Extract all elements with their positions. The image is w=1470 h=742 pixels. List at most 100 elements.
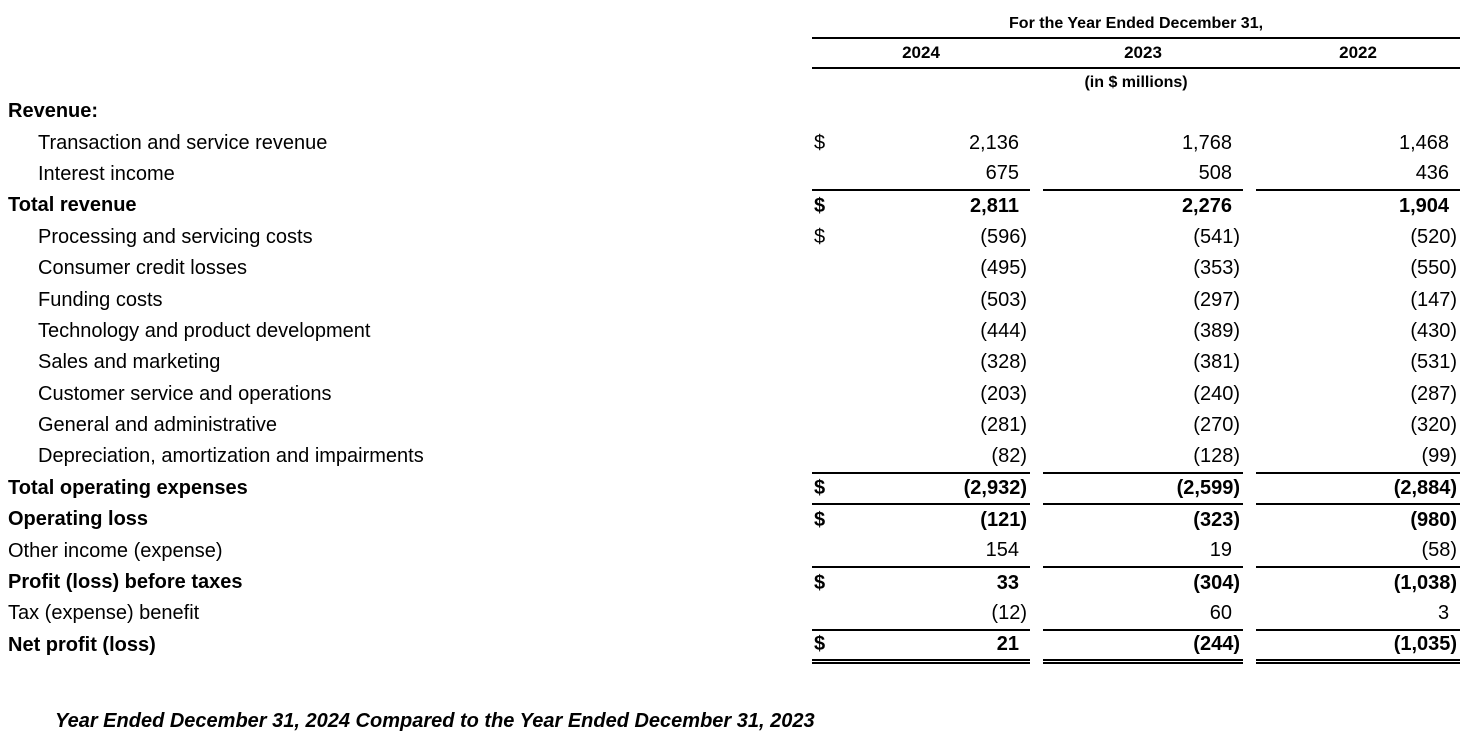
cell-2023: (128) [1043,441,1243,474]
cell-2023: (297) [1193,288,1240,311]
cell-2022: (58) [1256,535,1461,568]
table-row: Customer service and operations (203) (240… [0,379,1460,410]
units-note: (in $ millions) [1084,73,1188,91]
column-gap [1030,222,1043,253]
row-label: Consumer credit losses [38,257,247,280]
section-caption: Year Ended December 31, 2024 Compared to… [55,709,815,732]
dollar-sign-2024 [812,96,842,127]
cell-2024: (121) [980,508,1027,531]
column-gap [1243,379,1256,410]
cell-2022: (531) [1410,351,1458,374]
cell-2022 [1256,96,1460,127]
row-label: Processing and servicing costs [38,225,313,248]
table-row: Technology and product development (444) (… [0,316,1460,347]
cell-2024: 675 [842,158,1030,192]
cell-2024: (12) [842,598,1030,631]
cell-2022: (980) [1410,508,1458,531]
cell-2022: (320) [1410,414,1458,437]
row-label: Funding costs [38,288,163,311]
cell-2022: (2,884) [1256,472,1461,506]
cell-2023: (389) [1193,319,1240,342]
header-spacer [0,68,812,96]
cell-2022: (1,038) [1393,571,1458,594]
column-gap [1030,598,1043,629]
dollar-sign-2024: $ [814,194,826,217]
header-years-row: 2024 2023 2022 [0,38,1461,69]
cell-2022: (520) [1410,225,1458,248]
column-gap [1030,567,1043,598]
cell-2024: 21 [842,629,1030,664]
cell-2023: (541) [1193,225,1240,248]
table-row: Tax (expense) benefit (12) 60 3 [0,598,1461,631]
column-gap [1030,284,1043,315]
cell-2024: 2,811 [970,194,1019,217]
cell-2024: (503) [980,288,1027,311]
dollar-sign-2024 [812,347,842,378]
header-spacer [0,6,812,38]
dollar-sign-2024: $ [814,508,826,531]
year-2024-header: 2024 [812,38,1030,69]
table-row: Interest income 675 508 436 [0,158,1461,192]
cell-2023: 2,276 [1181,194,1232,217]
cell-2022: (430) [1410,319,1458,342]
table-row: Operating loss $ (121) (323) (980) [0,504,1460,535]
cell-2024: (444) [980,319,1027,342]
cell-2023: (240) [1193,382,1240,405]
dollar-sign-2024 [812,441,842,474]
cell-2024: 33 [996,571,1019,594]
cell-2023: 1,768 [1181,131,1232,154]
row-label: Tax (expense) benefit [8,602,200,625]
cell-2023: 60 [1043,598,1243,631]
table-row: Funding costs (503) (297) (147) [0,284,1460,315]
column-gap [1030,347,1043,378]
dollar-sign-2024 [812,379,842,410]
table-row: Sales and marketing (328) (381) (531) [0,347,1460,378]
row-label: Profit (loss) before taxes [8,571,243,594]
table-row: Other income (expense) 154 19 (58) [0,535,1461,568]
header-spacer [0,38,812,68]
column-gap [1243,504,1256,535]
column-gap [1243,441,1256,472]
row-label: Revenue: [8,100,99,123]
row-label: Customer service and operations [38,382,332,405]
dollar-sign-2024: $ [812,472,842,506]
column-gap [1243,630,1256,661]
column-gap [1030,535,1043,566]
cell-2024: 154 [842,535,1030,568]
row-label: Transaction and service revenue [38,131,328,154]
cell-2022: 436 [1256,158,1461,192]
table-row: Revenue: [0,96,1460,127]
row-label: Technology and product development [38,319,371,342]
cell-2024: (495) [980,257,1027,280]
row-label: Depreciation, amortization and impairmen… [38,445,424,468]
cell-2023: (270) [1193,414,1240,437]
cell-2023: 508 [1043,158,1243,192]
table-row: Processing and servicing costs $ (596) (541… [0,222,1460,253]
column-gap [1243,38,1256,69]
table-row: Total operating expenses $ (2,932) (2,599) (… [0,472,1461,506]
column-gap [1030,504,1043,535]
column-gap [1243,347,1256,378]
dollar-sign-2024: $ [812,629,842,664]
column-gap [1030,159,1043,190]
column-gap [1243,598,1256,629]
column-gap [1030,127,1043,158]
column-gap [1243,190,1256,221]
cell-2024: (2,932) [842,472,1030,506]
table-row: Net profit (loss) $21 (244) (1,035) [0,629,1461,664]
dollar-sign-2024: $ [814,131,826,154]
column-gap [1243,253,1256,284]
column-gap [1243,127,1256,158]
cell-2022: (550) [1410,257,1458,280]
dollar-sign-2024 [812,253,842,284]
cell-2022: (1,035) [1256,629,1461,664]
dollar-sign-2024 [812,410,842,441]
dollar-sign-2024 [812,535,842,568]
cell-2022: 1,468 [1399,131,1450,154]
column-gap [1030,190,1043,221]
column-gap [1030,441,1043,472]
cell-2024 [842,96,1030,127]
column-gap [1030,38,1043,69]
row-label: General and administrative [38,414,278,437]
